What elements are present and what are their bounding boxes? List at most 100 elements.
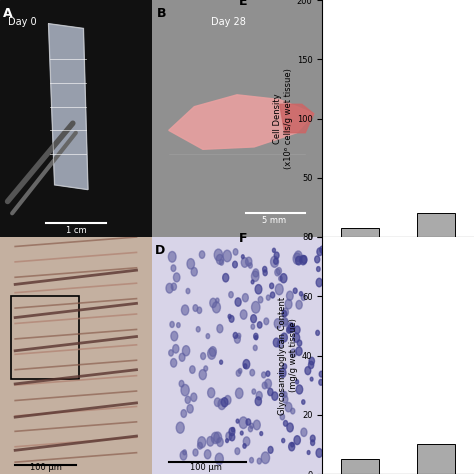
Circle shape [276,267,282,274]
Circle shape [193,449,198,456]
Circle shape [233,249,238,255]
Circle shape [273,338,280,347]
Circle shape [261,452,270,464]
Circle shape [253,269,259,277]
Circle shape [282,438,285,443]
Circle shape [272,392,278,401]
Circle shape [289,442,295,451]
Circle shape [236,419,239,423]
Circle shape [229,433,235,441]
Circle shape [229,292,233,298]
Circle shape [239,417,247,428]
Circle shape [168,252,176,262]
Circle shape [319,371,323,377]
Circle shape [251,280,254,284]
Circle shape [266,371,270,376]
Circle shape [183,450,186,455]
Circle shape [252,389,255,394]
Circle shape [206,334,210,338]
Circle shape [285,299,292,309]
Polygon shape [48,24,88,190]
Circle shape [265,379,272,388]
Circle shape [250,457,254,463]
Circle shape [294,251,302,262]
Bar [417,213,455,237]
Circle shape [214,249,223,261]
Circle shape [182,305,189,315]
Bar [341,459,379,474]
Circle shape [212,302,220,313]
Circle shape [273,258,278,264]
Circle shape [293,333,300,342]
Circle shape [257,322,262,328]
Text: F: F [239,232,247,245]
Circle shape [190,366,195,374]
Circle shape [310,377,313,381]
Polygon shape [169,95,314,149]
Circle shape [191,267,197,276]
Circle shape [214,398,220,407]
Circle shape [268,447,273,453]
Circle shape [255,397,262,406]
Text: Day 0: Day 0 [8,17,36,27]
Circle shape [315,256,320,263]
Circle shape [237,333,241,338]
Circle shape [268,388,273,396]
Circle shape [271,256,279,267]
Circle shape [240,310,247,319]
Text: B: B [157,7,166,20]
Circle shape [204,366,208,371]
Circle shape [229,316,234,322]
Circle shape [243,437,250,446]
Circle shape [288,324,294,332]
Circle shape [193,305,198,311]
Circle shape [191,393,197,401]
Circle shape [275,284,283,295]
Circle shape [317,266,320,272]
Circle shape [223,273,229,282]
Circle shape [170,321,174,328]
Circle shape [309,361,314,369]
Text: D: D [155,244,165,257]
Text: Day 28: Day 28 [211,17,246,27]
Circle shape [236,370,241,376]
Circle shape [301,255,307,264]
Circle shape [200,251,205,258]
Circle shape [317,248,322,255]
Circle shape [294,326,300,334]
Circle shape [231,428,235,432]
Circle shape [262,372,266,378]
Circle shape [229,428,235,436]
Circle shape [255,336,258,340]
Circle shape [280,368,286,377]
Circle shape [226,439,228,443]
Circle shape [307,450,310,455]
Y-axis label: Glycosaminoglycan Content
(mg/g wet tissue): Glycosaminoglycan Content (mg/g wet tiss… [278,296,298,415]
Text: 1 cm: 1 cm [65,226,86,235]
Circle shape [221,398,228,407]
Circle shape [286,291,293,301]
Circle shape [316,278,322,287]
Circle shape [182,346,190,356]
Circle shape [264,318,269,325]
Circle shape [293,288,297,293]
Text: A: A [3,7,13,20]
Circle shape [293,253,301,264]
Circle shape [257,458,262,464]
Circle shape [173,273,180,282]
Circle shape [300,255,307,265]
Circle shape [280,414,284,420]
Circle shape [287,328,291,333]
Circle shape [173,345,179,353]
Circle shape [223,250,231,262]
Circle shape [281,391,285,397]
Circle shape [260,432,263,436]
Circle shape [180,451,187,460]
Circle shape [187,259,194,269]
Circle shape [280,273,287,283]
Circle shape [255,284,262,294]
Circle shape [238,368,242,374]
Text: 100 μm: 100 μm [29,463,62,472]
Circle shape [262,382,267,389]
Circle shape [216,298,219,303]
